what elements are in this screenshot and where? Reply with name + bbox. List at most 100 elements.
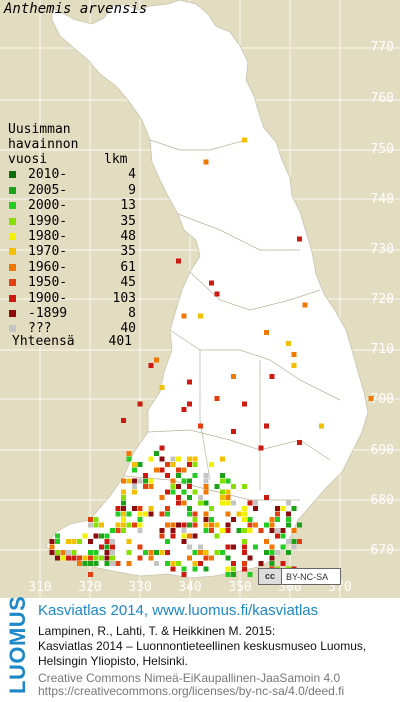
legend-row-count: 35	[120, 213, 136, 229]
occurrence-square	[88, 517, 93, 522]
y-axis-tick-label: 680	[370, 493, 394, 508]
legend-row: -1899 8	[8, 306, 136, 321]
occurrence-square	[297, 539, 302, 544]
legend-row-count: 9	[128, 182, 136, 198]
occurrence-square	[297, 236, 302, 242]
legend-row-label: 2010-	[28, 167, 68, 183]
occurrence-square	[176, 561, 181, 566]
occurrence-square	[126, 456, 132, 462]
occurrence-square	[181, 313, 187, 319]
legend-row-label: ???	[28, 321, 52, 337]
occurrence-square	[264, 330, 269, 335]
occurrence-square	[242, 539, 247, 544]
occurrence-square	[93, 522, 99, 528]
legend-header-line2: havainnon	[8, 137, 79, 152]
legend-row-label: 1960-	[28, 259, 68, 275]
occurrence-square	[71, 539, 77, 544]
y-axis-tick-label: 760	[370, 91, 394, 106]
occurrence-square	[269, 555, 275, 561]
occurrence-square	[55, 555, 60, 561]
occurrence-square	[49, 539, 55, 544]
legend-row-count: 35	[120, 244, 136, 260]
occurrence-square	[209, 280, 214, 286]
occurrence-square	[253, 522, 258, 528]
y-axis-tick-label: 720	[370, 292, 394, 307]
occurrence-square	[242, 550, 247, 555]
occurrence-square	[176, 456, 181, 462]
occurrence-square	[143, 484, 148, 489]
occurrence-square	[121, 478, 126, 484]
occurrence-square	[66, 555, 71, 561]
occurrence-square	[225, 544, 231, 550]
occurrence-square	[291, 544, 297, 550]
occurrence-square	[181, 539, 187, 544]
luomus-logo: LUOMUS	[5, 595, 30, 694]
occurrence-square	[170, 456, 176, 462]
legend-row: ??? 40	[8, 321, 136, 337]
occurrence-square	[187, 544, 192, 550]
legend-row-count: 61	[120, 259, 136, 275]
occurrence-square	[137, 511, 143, 517]
occurrence-square	[170, 489, 176, 495]
occurrence-square	[231, 544, 236, 550]
occurrence-square	[198, 561, 203, 566]
occurrence-square	[368, 396, 374, 401]
occurrence-square	[192, 456, 198, 462]
occurrence-square	[187, 495, 192, 500]
occurrence-square	[181, 522, 187, 528]
occurrence-square	[275, 533, 280, 539]
occurrence-square	[121, 500, 126, 506]
occurrence-square	[110, 528, 115, 533]
occurrence-square	[269, 528, 275, 533]
atlas-title-link[interactable]: Kasviatlas 2014, www.luomus.fi/kasviatla…	[38, 602, 319, 619]
occurrence-square	[203, 484, 209, 489]
occurrence-square	[187, 478, 192, 484]
occurrence-square	[269, 522, 275, 528]
occurrence-square	[176, 495, 181, 500]
occurrence-square	[77, 555, 82, 561]
occurrence-square	[198, 495, 203, 500]
occurrence-square	[280, 544, 286, 550]
license-badge[interactable]: cc BY-NC-SA	[258, 568, 341, 585]
occurrence-square	[121, 517, 126, 522]
occurrence-square	[220, 456, 225, 462]
occurrence-square	[110, 544, 115, 550]
legend-row-count: 8	[128, 305, 136, 321]
occurrence-square	[192, 473, 198, 478]
occurrence-square	[220, 495, 225, 500]
occurrence-square	[137, 517, 143, 522]
occurrence-square	[203, 555, 209, 561]
occurrence-square	[291, 352, 297, 357]
occurrence-square	[132, 506, 137, 511]
occurrence-square	[264, 539, 269, 544]
occurrence-square	[121, 495, 126, 500]
occurrence-square	[82, 555, 88, 561]
occurrence-square	[242, 484, 247, 489]
occurrence-square	[154, 467, 159, 473]
legend-row: 1900- 103	[8, 290, 136, 306]
legend-row-count: 45	[120, 275, 136, 291]
occurrence-square	[176, 500, 181, 506]
legend-row-label: 1900-	[28, 290, 68, 306]
occurrence-square	[280, 506, 286, 511]
occurrence-square	[181, 407, 187, 412]
legend-row: 1990- 35	[8, 214, 136, 229]
occurrence-square	[209, 462, 214, 467]
occurrence-square	[154, 357, 159, 363]
occurrence-square	[203, 500, 209, 506]
occurrence-square	[181, 500, 187, 506]
occurrence-square	[170, 566, 176, 572]
occurrence-square	[181, 533, 187, 539]
occurrence-square	[209, 528, 214, 533]
occurrence-square	[88, 539, 93, 544]
occurrence-square	[242, 566, 247, 572]
license-badge-text: BY-NC-SA	[286, 571, 329, 582]
occurrence-square	[115, 511, 121, 517]
legend-row-label: 2005-	[28, 182, 68, 198]
occurrence-square	[165, 473, 170, 478]
occurrence-square	[170, 484, 176, 489]
legend-swatch	[9, 294, 16, 302]
license-url[interactable]: https://creativecommons.org/licenses/by-…	[38, 684, 345, 698]
occurrence-square	[231, 566, 236, 572]
occurrence-square	[220, 528, 225, 533]
